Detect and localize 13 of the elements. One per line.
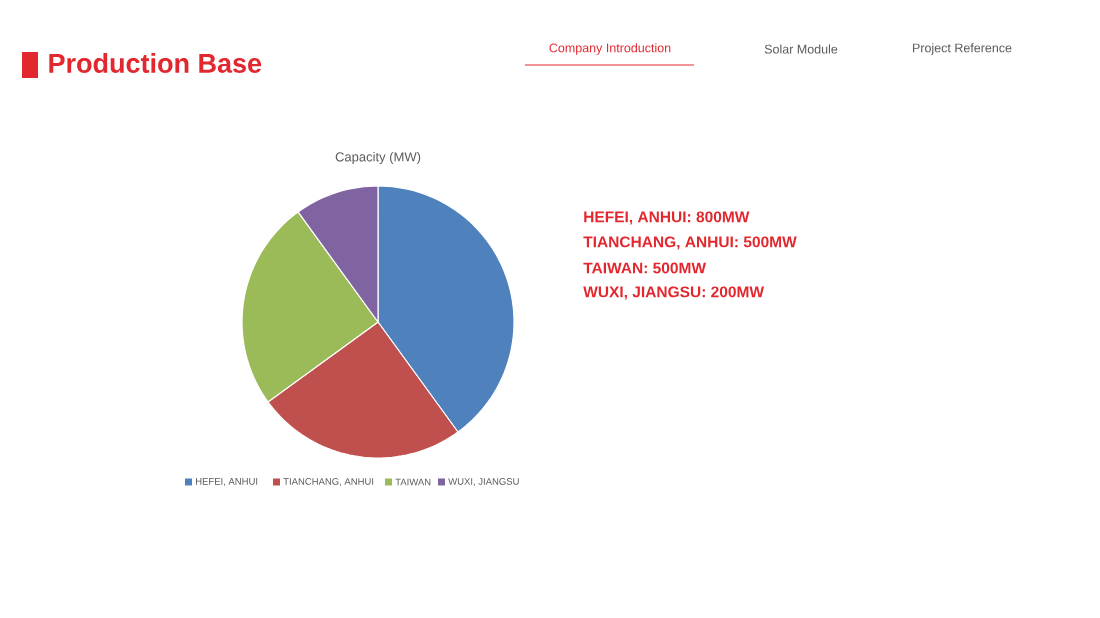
- legend-label: TIANCHANG, ANHUI: [283, 478, 374, 486]
- chart-subtitle: Capacity (MW): [335, 151, 421, 165]
- legend-label: WUXI, JIANGSU: [448, 478, 519, 486]
- text: HEFEI, ANHUI: 800MW: [584, 211, 750, 225]
- legend-label: HEFEI, ANHUI: [195, 478, 258, 486]
- chart-title: Production Base: [49, 53, 262, 73]
- legend-label: TAIWAN: [395, 478, 431, 486]
- text: Project Reference: [913, 43, 1012, 55]
- text: TAIWAN: 500MW: [583, 262, 707, 274]
- text: TIANCHANG, ANHUI: 500MW: [583, 236, 797, 250]
- text: Company Introduction: [549, 43, 671, 55]
- text: WUXI, JIANGSU: 200MW: [583, 286, 765, 300]
- text: Solar Module: [764, 44, 838, 54]
